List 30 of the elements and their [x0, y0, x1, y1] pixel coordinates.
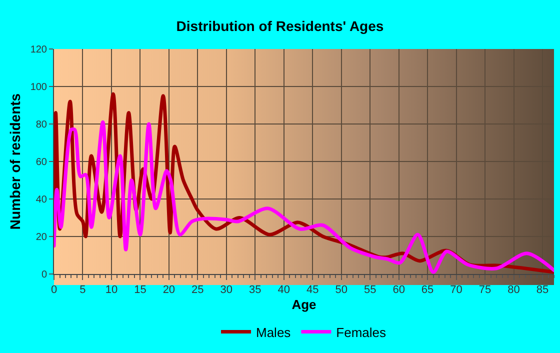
x-tick-label: 15 [134, 284, 146, 296]
x-tick-label: 65 [421, 284, 434, 296]
chart-title: Distribution of Residents' Ages [176, 18, 384, 34]
x-tick-label: 60 [392, 284, 405, 296]
x-tick-label: 0 [50, 284, 58, 296]
x-tick-label: 45 [306, 284, 319, 296]
y-tick-label: 120 [30, 44, 48, 56]
x-tick-label: 25 [192, 284, 204, 296]
y-tick-label: 100 [30, 82, 48, 93]
x-tick-label: 40 [278, 284, 290, 296]
x-tick-label: 70 [450, 284, 462, 296]
x-axis-title: Age [292, 296, 316, 312]
x-tick-label: 20 [162, 284, 176, 296]
x-tick-label: 50 [335, 284, 348, 296]
x-tick-label: 35 [249, 284, 262, 296]
y-tick-label: 0 [41, 270, 48, 280]
x-tick-label: 30 [220, 284, 233, 296]
y-tick-label: 40 [36, 194, 48, 206]
y-axis-title: Number of residents [6, 93, 23, 230]
x-tick-label: 5 [80, 284, 86, 296]
x-tick-label: 10 [105, 284, 118, 296]
x-tick-label: 55 [364, 284, 376, 296]
y-tick-label: 80 [36, 120, 48, 130]
y-tick-label: 20 [36, 232, 48, 243]
x-tick-label: 75 [478, 284, 492, 296]
x-tick-label: 80 [508, 284, 520, 296]
legend-label: Males [256, 324, 292, 340]
y-tick-label: 60 [36, 157, 48, 168]
x-tick-label: 85 [536, 284, 549, 296]
legend-label: Females [336, 324, 387, 340]
